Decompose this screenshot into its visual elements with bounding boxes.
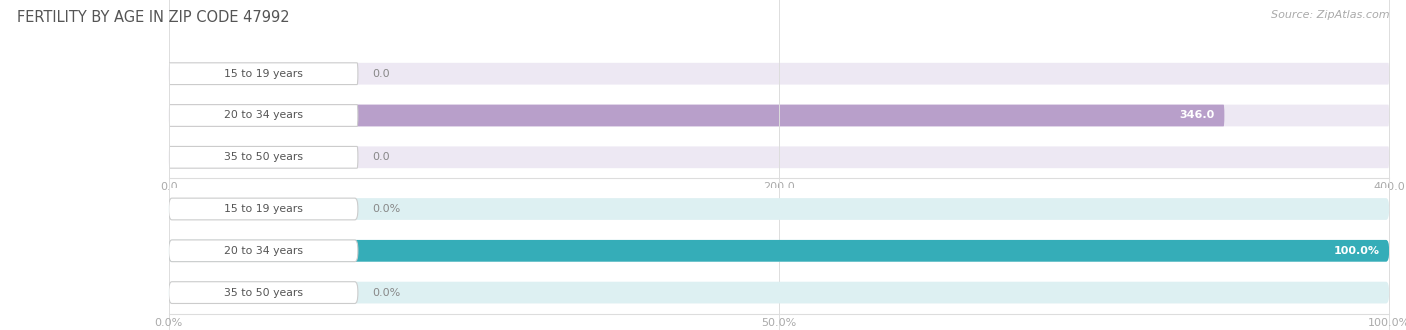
FancyBboxPatch shape <box>169 105 1225 126</box>
FancyBboxPatch shape <box>169 147 1389 168</box>
Text: FERTILITY BY AGE IN ZIP CODE 47992: FERTILITY BY AGE IN ZIP CODE 47992 <box>17 10 290 25</box>
Text: 346.0: 346.0 <box>1180 111 1215 120</box>
Text: 20 to 34 years: 20 to 34 years <box>224 111 302 120</box>
FancyBboxPatch shape <box>169 282 359 304</box>
Text: 35 to 50 years: 35 to 50 years <box>224 152 302 162</box>
FancyBboxPatch shape <box>169 198 359 220</box>
Text: Source: ZipAtlas.com: Source: ZipAtlas.com <box>1271 10 1389 20</box>
FancyBboxPatch shape <box>169 240 1389 262</box>
FancyBboxPatch shape <box>169 198 1389 220</box>
FancyBboxPatch shape <box>169 240 359 262</box>
Text: 15 to 19 years: 15 to 19 years <box>224 69 302 79</box>
FancyBboxPatch shape <box>169 63 359 84</box>
FancyBboxPatch shape <box>169 282 1389 304</box>
Text: 100.0%: 100.0% <box>1333 246 1379 256</box>
FancyBboxPatch shape <box>169 240 1389 262</box>
Text: 0.0%: 0.0% <box>373 288 401 298</box>
Text: 0.0%: 0.0% <box>373 204 401 214</box>
Text: 35 to 50 years: 35 to 50 years <box>224 288 302 298</box>
Text: 0.0: 0.0 <box>373 152 389 162</box>
Text: 15 to 19 years: 15 to 19 years <box>224 204 302 214</box>
FancyBboxPatch shape <box>169 105 359 126</box>
FancyBboxPatch shape <box>169 147 359 168</box>
Text: 20 to 34 years: 20 to 34 years <box>224 246 302 256</box>
FancyBboxPatch shape <box>169 63 1389 84</box>
FancyBboxPatch shape <box>169 105 1389 126</box>
Text: 0.0: 0.0 <box>373 69 389 79</box>
